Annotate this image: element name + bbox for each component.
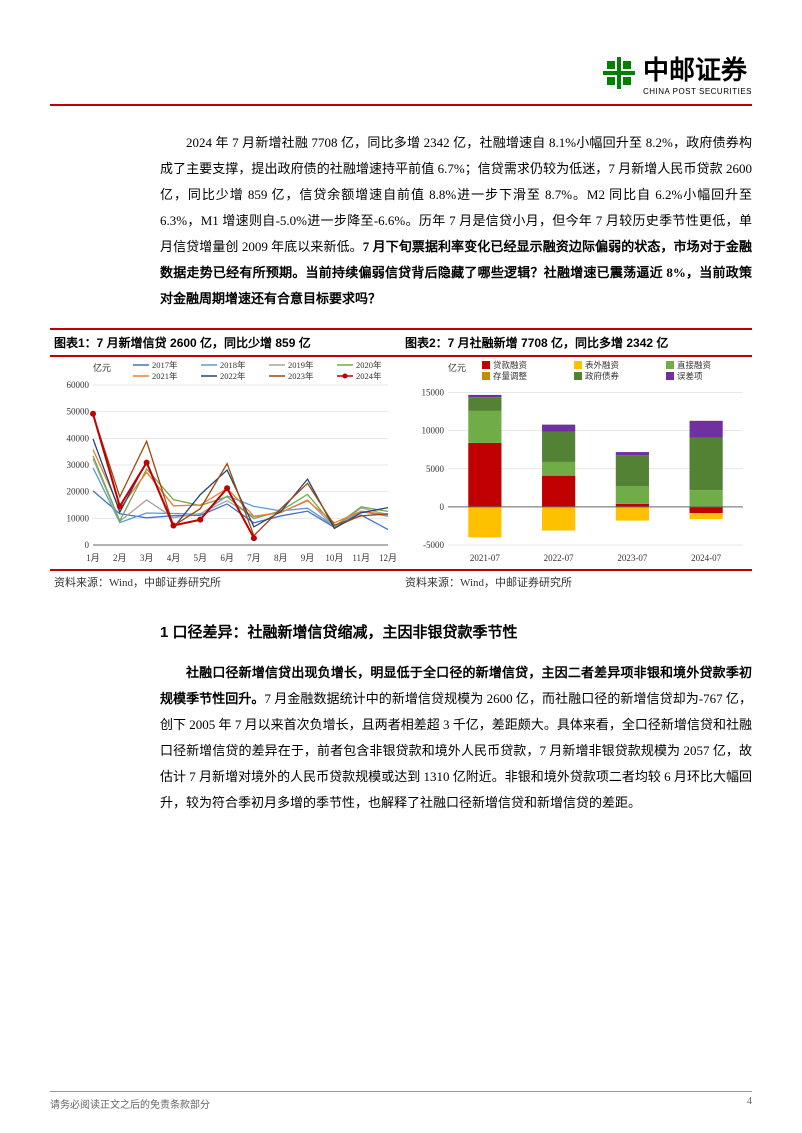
charts-source-row: 资料来源：Wind，中邮证券研究所 资料来源：Wind，中邮证券研究所 <box>50 569 752 593</box>
svg-text:2024-07: 2024-07 <box>691 553 721 563</box>
svg-text:9月: 9月 <box>301 553 315 563</box>
page-header: 中邮证券 CHINA POST SECURITIES <box>50 50 752 106</box>
chart1-source: 资料来源：Wind，中邮证券研究所 <box>50 571 401 593</box>
svg-text:5月: 5月 <box>194 553 208 563</box>
svg-text:40000: 40000 <box>67 433 90 443</box>
page-footer: 请务必阅读正文之后的免责条款部分 4 <box>50 1091 752 1111</box>
svg-text:8月: 8月 <box>274 553 288 563</box>
charts-header: 图表1：7 月新增信贷 2600 亿，同比少增 859 亿 图表2：7 月社融新… <box>50 328 752 357</box>
svg-text:2022-07: 2022-07 <box>544 553 574 563</box>
section-heading: 1 口径差异：社融新增信贷缩减，主因非银贷款季节性 <box>160 621 752 642</box>
paragraph2-text: 7 月金融数据统计中的新增信贷规模为 2600 亿，而社融口径的新增信贷却为-7… <box>160 691 752 810</box>
section-paragraph: 社融口径新增信贷出现负增长，明显低于全口径的新增信贷，主因二者差异项非银和境外贷… <box>160 660 752 816</box>
svg-text:12月: 12月 <box>379 553 397 563</box>
logo-subtext: CHINA POST SECURITIES <box>643 87 752 96</box>
svg-text:2021年: 2021年 <box>152 371 178 381</box>
svg-text:2019年: 2019年 <box>288 360 314 370</box>
svg-text:15000: 15000 <box>422 388 445 398</box>
svg-text:10000: 10000 <box>67 513 90 523</box>
svg-text:20000: 20000 <box>67 487 90 497</box>
logo: 中邮证券 CHINA POST SECURITIES <box>601 50 752 96</box>
charts-row: 01000020000300004000050000600001月2月3月4月5… <box>50 357 752 567</box>
footer-disclaimer: 请务必阅读正文之后的免责条款部分 <box>50 1096 210 1111</box>
chart1: 0 10000 20000 30000 40000 50000 60000 1月 2月 3月 4月 5… <box>50 357 397 567</box>
svg-text:误差项: 误差项 <box>677 371 703 381</box>
svg-text:50000: 50000 <box>67 407 90 417</box>
svg-text:亿元: 亿元 <box>448 362 466 373</box>
svg-text:亿元: 亿元 <box>93 362 111 373</box>
svg-text:1月: 1月 <box>86 553 100 563</box>
svg-text:贷款融资: 贷款融资 <box>493 360 528 370</box>
svg-text:2017年: 2017年 <box>152 360 178 370</box>
svg-text:10000: 10000 <box>422 426 445 436</box>
page-number: 4 <box>747 1096 752 1111</box>
svg-text:-5000: -5000 <box>423 540 444 550</box>
svg-text:2023年: 2023年 <box>288 371 314 381</box>
svg-text:0: 0 <box>440 502 445 512</box>
svg-text:7月: 7月 <box>247 553 261 563</box>
svg-text:2021-07: 2021-07 <box>470 553 500 563</box>
intro-paragraph: 2024 年 7 月新增社融 7708 亿，同比多增 2342 亿，社融增速自 … <box>160 130 752 312</box>
svg-text:11月: 11月 <box>352 553 370 563</box>
svg-text:2023-07: 2023-07 <box>617 553 647 563</box>
svg-text:5000: 5000 <box>426 464 445 474</box>
svg-text:2018年: 2018年 <box>220 360 246 370</box>
chart2-source: 资料来源：Wind，中邮证券研究所 <box>401 571 752 593</box>
svg-text:60000: 60000 <box>67 380 90 390</box>
logo-text: 中邮证券 <box>643 50 752 87</box>
svg-text:直接融资: 直接融资 <box>677 360 712 370</box>
svg-text:2月: 2月 <box>113 553 127 563</box>
svg-text:政府债券: 政府债券 <box>585 371 620 381</box>
paragraph-text: 2024 年 7 月新增社融 7708 亿，同比多增 2342 亿，社融增速自 … <box>160 135 752 254</box>
logo-icon <box>601 55 637 91</box>
svg-text:2020年: 2020年 <box>356 360 382 370</box>
chart2-title: 图表2：7 月社融新增 7708 亿，同比多增 2342 亿 <box>401 330 752 355</box>
svg-text:6月: 6月 <box>220 553 234 563</box>
svg-text:3月: 3月 <box>140 553 154 563</box>
svg-text:30000: 30000 <box>67 460 90 470</box>
svg-text:表外融资: 表外融资 <box>585 360 620 370</box>
svg-text:4月: 4月 <box>167 553 181 563</box>
svg-text:2024年: 2024年 <box>356 371 382 381</box>
svg-text:10月: 10月 <box>325 553 343 563</box>
chart1-title: 图表1：7 月新增信贷 2600 亿，同比少增 859 亿 <box>50 330 401 355</box>
svg-text:2022年: 2022年 <box>220 371 246 381</box>
chart2: -5000 0 5000 10000 15000 亿元 贷款融资 表外融资 直接融资存量调整 政府… <box>405 357 752 567</box>
svg-text:0: 0 <box>85 540 90 550</box>
svg-text:存量调整: 存量调整 <box>493 371 528 381</box>
